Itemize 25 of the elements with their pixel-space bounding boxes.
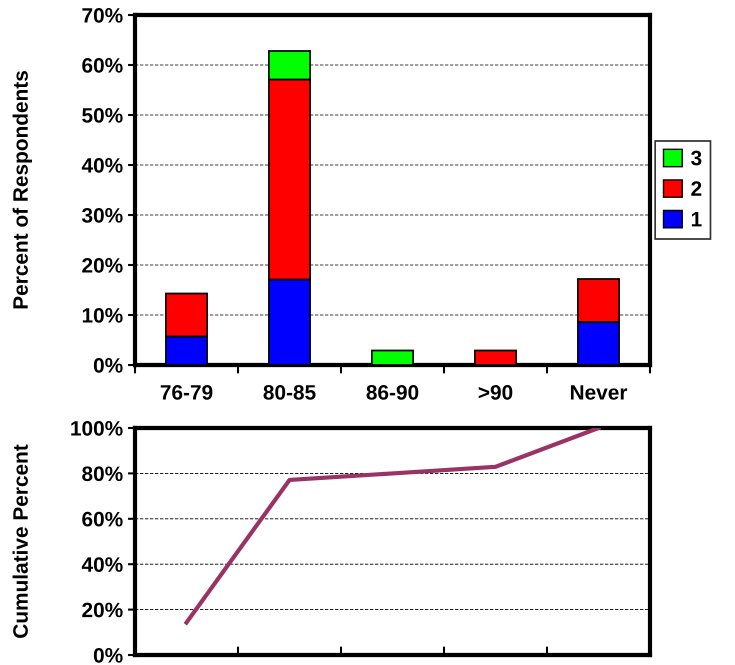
y-axis-title: Percent of Respondents — [12, 71, 32, 308]
y-tick-label: 30% — [82, 208, 123, 223]
legend-label: 1 — [692, 212, 702, 226]
x-tick-label: 86-90 — [366, 384, 418, 400]
y-tick-label: 40% — [82, 158, 123, 173]
x-tick-label: Never — [570, 385, 628, 400]
x-tick-label: 76-79 — [160, 384, 212, 400]
legend-label: 3 — [691, 150, 702, 166]
x-tick-label: 80-85 — [264, 384, 316, 400]
x-tick-label: >90 — [478, 384, 512, 400]
y-tick-label: 80% — [82, 466, 123, 482]
y-tick-label: 60% — [82, 58, 123, 73]
y-tick-label: 70% — [82, 8, 123, 23]
y-tick-label: 40% — [82, 557, 123, 572]
y-tick-label: 100% — [71, 421, 123, 436]
legend-label: 2 — [691, 181, 702, 196]
y-tick-label: 0% — [94, 648, 123, 663]
y-tick-label: 20% — [82, 602, 123, 618]
y-tick-label: 10% — [82, 308, 123, 323]
y-axis-title: Cumulative Percent — [12, 444, 28, 638]
y-tick-label: 0% — [94, 358, 123, 373]
y-tick-label: 60% — [82, 512, 123, 527]
line-series — [184, 428, 601, 625]
y-tick-label: 20% — [82, 258, 123, 273]
y-tick-label: 50% — [82, 108, 123, 123]
